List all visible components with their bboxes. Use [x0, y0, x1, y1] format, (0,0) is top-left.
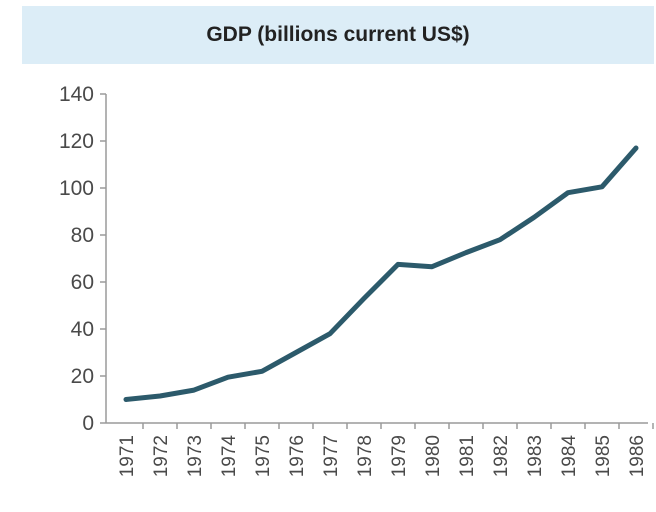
- x-tick-label: 1979: [389, 435, 410, 477]
- y-tick-label: 140: [59, 83, 94, 106]
- line-chart: 0 20 40 60 80 100 120 140 1971 1972 1973 1974 1975 19…: [59, 83, 654, 478]
- x-tick-label: 1972: [151, 435, 172, 477]
- x-tick-label: 1973: [185, 435, 206, 477]
- x-tick-label: 1985: [593, 435, 614, 477]
- x-tick-label: 1984: [559, 435, 580, 478]
- x-tick-label: 1982: [491, 435, 512, 477]
- series-line: [123, 145, 639, 402]
- x-tick-label: 1974: [219, 435, 240, 478]
- x-tick-label: 1986: [627, 435, 648, 477]
- y-tick-label: 40: [71, 318, 94, 341]
- x-tick-label: 1976: [287, 435, 308, 477]
- x-tick-label: 1975: [253, 435, 274, 477]
- x-tick-label: 1971: [117, 435, 138, 477]
- x-tick-label: 1983: [525, 435, 546, 477]
- x-tick-label: 1981: [457, 435, 478, 477]
- y-tick-label: 120: [59, 130, 94, 153]
- y-tick-label: 20: [71, 365, 94, 388]
- x-tick-label: 1977: [321, 435, 342, 477]
- x-tick-label: 1978: [355, 435, 376, 477]
- y-tick-label: 80: [71, 224, 94, 247]
- chart-title: GDP (billions current US$): [206, 23, 470, 46]
- chart-title-band: GDP (billions current US$): [22, 6, 654, 65]
- x-tick-label: 1980: [423, 435, 444, 477]
- plot-area: 0 20 40 60 80 100 120 140 1971 1972 1973 1974 1975 19…: [22, 64, 654, 508]
- y-tick-label: 60: [71, 271, 94, 294]
- y-tick-label: 0: [82, 412, 94, 435]
- y-tick-label: 100: [59, 177, 94, 200]
